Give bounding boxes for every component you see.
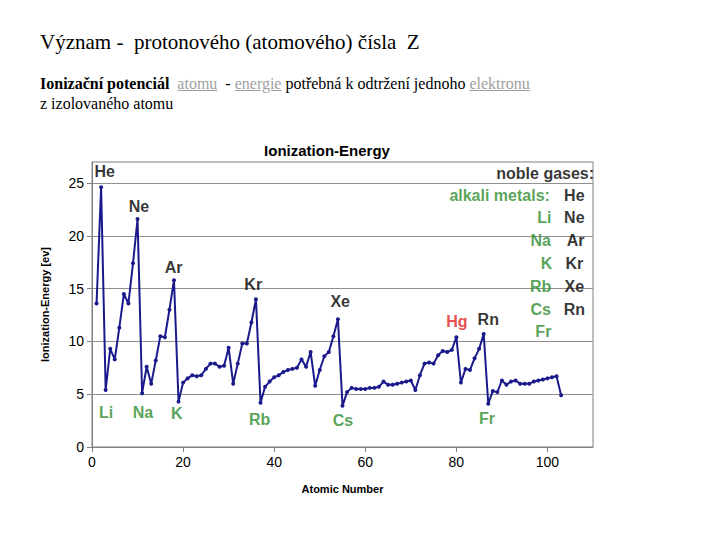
svg-text:He: He [95, 163, 116, 180]
svg-text:25: 25 [68, 175, 84, 191]
html-text:Ionizační potenciál: Ionizační potenciál [40, 75, 170, 92]
svg-text:Ar: Ar [567, 232, 585, 249]
svg-text:80: 80 [449, 454, 465, 470]
svg-text:Rb: Rb [249, 411, 271, 428]
svg-text:Fr: Fr [479, 410, 495, 427]
svg-text:noble gases:: noble gases: [496, 165, 594, 182]
svg-text:Ne: Ne [129, 198, 150, 215]
svg-text:Rb: Rb [530, 278, 552, 295]
svg-text:Kr: Kr [244, 276, 262, 293]
svg-text:Na: Na [133, 404, 154, 421]
html-text:atomu - energie potřebná k odt: atomu - energie potřebná k odtržení jedn… [40, 75, 530, 112]
svg-text:Hg: Hg [446, 313, 467, 330]
svg-text:Ionization-Energy: Ionization-Energy [264, 142, 390, 159]
svg-text:60: 60 [357, 454, 373, 470]
svg-text:Ne: Ne [564, 209, 585, 226]
svg-text:0: 0 [76, 439, 84, 455]
svg-text:Cs: Cs [530, 301, 551, 318]
svg-text:20: 20 [175, 454, 191, 470]
svg-text:Cs: Cs [333, 412, 354, 429]
svg-text:Atomic Number: Atomic Number [302, 483, 385, 495]
svg-text:K: K [171, 405, 183, 422]
svg-text:Ionization-Energy [ev]: Ionization-Energy [ev] [39, 247, 51, 362]
svg-text:He: He [564, 187, 585, 204]
svg-text:40: 40 [266, 454, 282, 470]
svg-text:Xe: Xe [330, 293, 350, 310]
svg-text:15: 15 [68, 281, 84, 297]
svg-text:Li: Li [99, 404, 113, 421]
svg-text:Xe: Xe [565, 278, 585, 295]
html-text:Význam - protonového (atomovéh: Význam - protonového (atomového) čísla Z [40, 30, 420, 54]
svg-text:0: 0 [88, 454, 96, 470]
svg-text:Ar: Ar [165, 259, 183, 276]
svg-text:Na: Na [530, 232, 551, 249]
svg-text:K: K [541, 255, 553, 272]
svg-text:Fr: Fr [535, 323, 551, 340]
svg-text:Li: Li [537, 209, 551, 226]
svg-text:100: 100 [536, 454, 560, 470]
svg-text:5: 5 [76, 386, 84, 402]
svg-text:Kr: Kr [565, 255, 583, 272]
svg-text:alkali metals:: alkali metals: [449, 187, 550, 204]
svg-text:10: 10 [68, 333, 84, 349]
svg-text:20: 20 [68, 228, 84, 244]
svg-text:Rn: Rn [564, 301, 585, 318]
svg-text:Rn: Rn [478, 311, 499, 328]
